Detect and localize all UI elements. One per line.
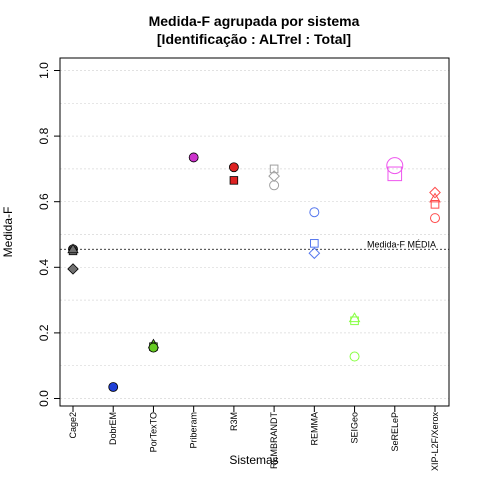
y-tick-label: 0.0: [37, 390, 51, 407]
y-axis: 0.0 0.2 0.4 0.6 0.8 1.0: [37, 62, 60, 407]
point-serelep-square: [387, 166, 403, 182]
point-remma-circle: [309, 207, 320, 218]
x-tick-label-rembrandt: REMBRANDT: [269, 412, 279, 470]
data-points: [67, 152, 441, 392]
point-serelep-circle: [386, 157, 404, 175]
y-tick-label: 0.6: [37, 193, 51, 210]
x-tick-label-xip-l2f-xerox: XIP-L2F/Xerox: [430, 412, 440, 472]
point-remma-diamond: [308, 247, 321, 260]
x-axis-label: Sistemas: [229, 453, 278, 467]
point-xip-l2f-xerox-triangle: [429, 192, 441, 203]
y-tick-label: 1.0: [37, 62, 51, 79]
point-r3m-square: [229, 176, 239, 185]
y-axis-label: Medida-F: [1, 207, 15, 258]
x-tick-label-portexto: PorTexTO: [148, 412, 158, 452]
reference-line-label: Medida-F MÉDIA: [367, 239, 436, 249]
x-axis: Cage2 DobrEM PorTexTO Priberam R3M REMBRANDT R…: [68, 406, 440, 471]
reference-line-group: Medida-F MÉDIA: [60, 239, 449, 250]
x-tick-label-priberam: Priberam: [189, 412, 199, 449]
y-tick-label: 0.8: [37, 127, 51, 144]
point-seigeo-square: [350, 316, 359, 326]
point-dobrem-circle: [108, 382, 119, 392]
point-xip-l2f-xerox-square: [430, 199, 440, 209]
x-tick-label-serelep: SeRELeP: [390, 412, 400, 452]
chart-title-line2: [Identificação : ALTrel : Total]: [157, 31, 351, 47]
point-priberam-circle: [188, 152, 199, 163]
point-seigeo-circle: [349, 351, 360, 362]
point-remma-square: [310, 239, 319, 248]
point-r3m-circle: [228, 162, 239, 173]
x-tick-label-seigeo: SEIGeo: [350, 412, 360, 444]
y-tick-label: 0.4: [37, 259, 51, 276]
point-rembrandt-circle: [269, 180, 280, 191]
x-tick-label-remma: REMMA: [309, 412, 319, 446]
plot-frame: [59, 57, 450, 407]
x-tick-label-cage2: Cage2: [68, 412, 78, 439]
point-xip-l2f-xerox-circle: [430, 213, 440, 224]
point-xip-l2f-xerox-diamond: [429, 186, 441, 199]
y-tick-label: 0.2: [37, 324, 51, 341]
x-tick-label-r3m: R3M: [229, 412, 239, 431]
point-cage2-triangle: [67, 243, 79, 254]
chart-title-line1: Medida-F agrupada por sistema: [149, 13, 360, 29]
point-portexto-circle: [148, 342, 159, 353]
point-rembrandt-square: [269, 164, 279, 174]
x-tick-label-dobrem: DobrEM: [108, 412, 118, 445]
grid: [60, 70, 449, 399]
point-cage2-diamond: [67, 263, 79, 275]
